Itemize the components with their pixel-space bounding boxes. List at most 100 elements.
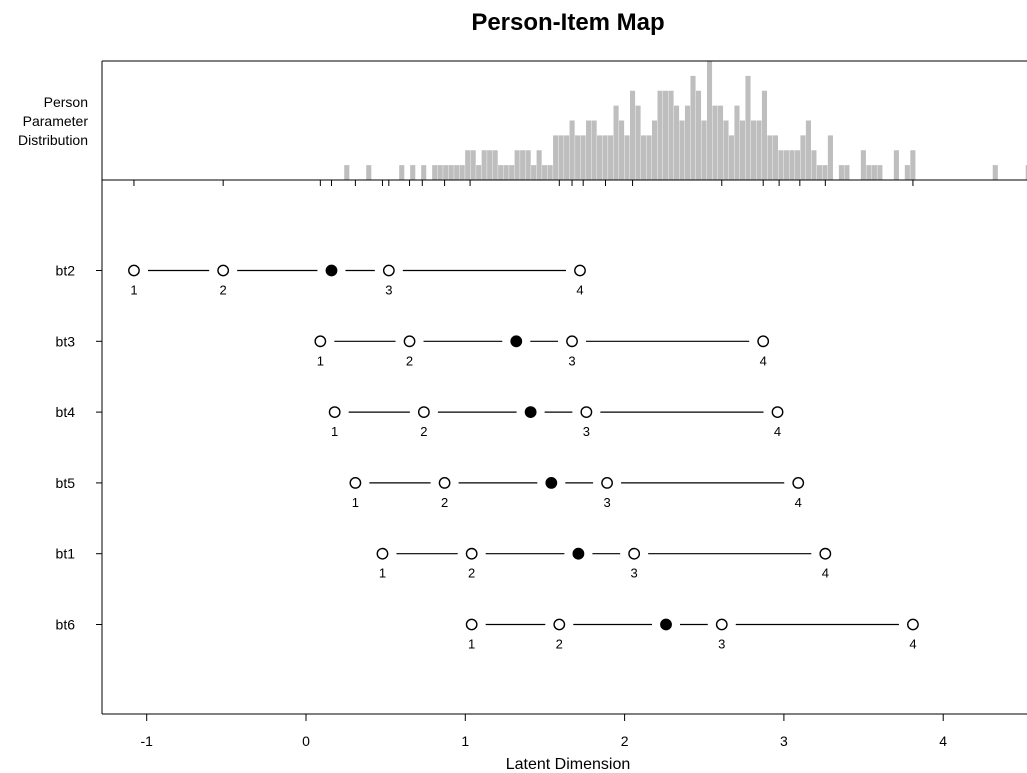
threshold-point xyxy=(403,335,416,348)
item-location-point xyxy=(524,406,537,418)
histogram-bar xyxy=(794,150,800,180)
histogram-bar xyxy=(717,105,724,181)
threshold-point xyxy=(566,335,578,348)
item-location-point xyxy=(510,335,523,348)
threshold-label: 4 xyxy=(795,495,802,510)
threshold-label: 4 xyxy=(909,637,916,652)
histogram-bar xyxy=(624,135,630,181)
histogram-bar xyxy=(723,120,729,180)
histogram-bar xyxy=(778,150,784,180)
threshold-point xyxy=(907,618,919,631)
histogram-bar xyxy=(673,105,680,181)
item-row-bt2: bt2 1 2 3 4 xyxy=(56,263,586,298)
threshold-point xyxy=(128,264,140,277)
histogram-bar xyxy=(662,90,669,180)
threshold-label: 2 xyxy=(406,353,413,368)
histogram-bar xyxy=(706,61,713,180)
histogram-frame xyxy=(101,60,1027,181)
threshold-point xyxy=(217,264,230,277)
histogram-bar xyxy=(767,135,773,181)
item-label: bt3 xyxy=(56,333,76,349)
histogram-bar xyxy=(877,165,883,181)
threshold-label: 3 xyxy=(603,495,610,510)
histogram-bar xyxy=(684,105,691,181)
histogram-bar xyxy=(871,165,877,181)
histogram-bar xyxy=(503,165,509,181)
x-axis-label: Latent Dimension xyxy=(506,756,631,773)
threshold-label: 1 xyxy=(130,283,137,298)
item-label: bt2 xyxy=(56,263,76,279)
threshold-point xyxy=(715,618,728,631)
threshold-label: 2 xyxy=(468,566,475,581)
histogram-bar xyxy=(816,165,822,181)
threshold-label: 1 xyxy=(331,424,338,439)
histogram-bar xyxy=(525,150,531,180)
histogram-bar xyxy=(536,150,542,180)
histogram-bar xyxy=(910,150,916,180)
threshold-point xyxy=(438,476,451,489)
threshold-point xyxy=(757,335,770,348)
threshold-point xyxy=(771,406,784,418)
histogram-label: Person Parameter Distribution xyxy=(18,94,88,148)
threshold-point xyxy=(465,547,478,560)
histogram-bar xyxy=(520,150,526,180)
histogram-bar xyxy=(992,165,998,181)
person-histogram-bars xyxy=(344,61,1027,181)
histogram-bar xyxy=(783,150,789,180)
threshold-label: 4 xyxy=(774,424,781,439)
threshold-label: 3 xyxy=(631,566,638,581)
histogram-bar xyxy=(866,165,872,181)
threshold-point xyxy=(328,406,341,418)
histogram-bar xyxy=(569,120,575,180)
threshold-label: 3 xyxy=(718,637,725,652)
histogram-bar xyxy=(487,150,493,180)
histogram-bar xyxy=(443,165,449,181)
x-tick-label: 0 xyxy=(302,733,310,749)
histogram-bar xyxy=(575,135,581,181)
threshold-point xyxy=(792,476,805,489)
histogram-bar xyxy=(1025,165,1027,181)
histogram-bar xyxy=(432,165,438,181)
histogram-bar xyxy=(728,135,735,181)
histogram-bar xyxy=(509,165,515,181)
histogram-bar xyxy=(597,135,603,181)
threshold-label: 1 xyxy=(468,637,475,652)
histogram-bar xyxy=(838,165,844,181)
histogram-bar xyxy=(476,165,482,181)
histogram-bar xyxy=(668,90,674,180)
item-location-point xyxy=(660,618,672,631)
histogram-bar xyxy=(542,165,548,181)
threshold-label: 1 xyxy=(317,353,324,368)
histogram-bar xyxy=(805,120,811,180)
x-tick-label: 3 xyxy=(780,733,788,749)
threshold-point xyxy=(574,264,586,277)
histogram-label-line-2: Parameter xyxy=(23,113,89,129)
threshold-label: 4 xyxy=(760,353,767,368)
item-row-bt1: bt1 1 2 3 4 xyxy=(56,546,832,581)
histogram-bar xyxy=(701,120,707,180)
histogram-bar xyxy=(564,135,570,181)
x-axis: -1 0 1 2 3 4 xyxy=(140,714,947,749)
histogram-bar xyxy=(679,120,685,180)
threshold-label: 3 xyxy=(568,353,575,368)
threshold-point xyxy=(553,618,566,631)
threshold-label: 2 xyxy=(441,495,448,510)
threshold-label: 3 xyxy=(385,283,392,298)
threshold-label: 1 xyxy=(352,495,359,510)
histogram-bar xyxy=(399,165,405,181)
histogram-bar xyxy=(558,135,564,181)
item-label: bt6 xyxy=(56,617,76,633)
threshold-point xyxy=(628,547,641,560)
histogram-bar xyxy=(547,165,553,181)
histogram-label-line-3: Distribution xyxy=(18,132,88,148)
item-row-bt6: bt6 1 2 3 4 xyxy=(56,617,919,652)
threshold-label: 1 xyxy=(379,566,386,581)
histogram-bar xyxy=(734,105,740,181)
threshold-label: 3 xyxy=(583,424,590,439)
histogram-bar xyxy=(410,165,416,181)
threshold-point xyxy=(819,547,832,560)
threshold-point xyxy=(314,335,327,348)
item-label: bt1 xyxy=(56,546,76,562)
histogram-bar xyxy=(893,150,899,180)
chart-title: Person-Item Map xyxy=(471,9,664,36)
